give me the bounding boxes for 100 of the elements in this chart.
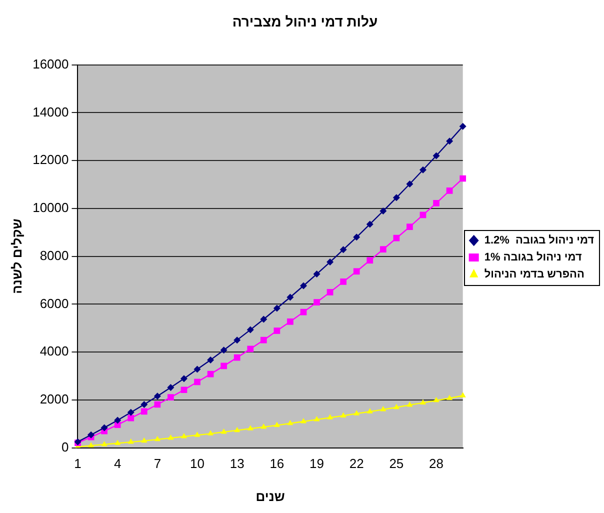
point xyxy=(380,208,387,215)
y-tick-label: 8000 xyxy=(40,248,69,263)
point xyxy=(140,400,148,408)
point xyxy=(353,234,360,241)
point xyxy=(380,406,386,412)
point xyxy=(234,354,240,361)
point xyxy=(194,432,200,437)
point xyxy=(260,423,267,429)
point xyxy=(101,440,108,446)
point xyxy=(88,442,94,448)
point xyxy=(246,326,254,334)
point xyxy=(354,410,360,416)
point xyxy=(274,328,280,334)
point xyxy=(366,408,373,414)
point xyxy=(180,375,188,382)
point xyxy=(100,424,108,432)
point xyxy=(406,180,414,188)
point xyxy=(287,420,294,426)
point xyxy=(287,318,294,325)
point xyxy=(420,399,426,405)
point xyxy=(326,289,334,296)
point xyxy=(366,257,374,264)
point xyxy=(460,175,466,182)
point xyxy=(433,396,440,402)
point xyxy=(260,336,267,344)
point xyxy=(274,422,280,428)
x-tick-label: 19 xyxy=(310,456,324,472)
point xyxy=(326,258,334,266)
x-tick-label: 25 xyxy=(389,456,404,472)
point xyxy=(247,346,254,352)
point xyxy=(300,282,307,290)
legend-label: דמי ניהול בגובה 1% xyxy=(484,252,582,264)
point xyxy=(300,418,307,424)
point xyxy=(127,408,134,416)
point xyxy=(393,234,400,242)
point xyxy=(234,336,241,344)
point xyxy=(314,416,320,422)
x-tick-label: 13 xyxy=(230,456,244,472)
x-tick-label: 22 xyxy=(349,456,364,472)
y-tick-label: 2000 xyxy=(40,392,69,407)
point xyxy=(180,386,188,394)
point xyxy=(168,434,174,440)
point xyxy=(459,122,466,130)
point xyxy=(154,436,160,442)
point xyxy=(88,431,95,438)
point xyxy=(433,200,440,206)
chart-title: עלות דמי ניהול מצבירה xyxy=(232,13,378,30)
point xyxy=(340,246,347,254)
point xyxy=(154,392,161,400)
point xyxy=(406,224,413,230)
point xyxy=(300,308,307,316)
point xyxy=(154,401,161,408)
y-tick-label: 10000 xyxy=(32,200,69,216)
point xyxy=(167,384,174,391)
y-tick-label: 4000 xyxy=(40,344,69,359)
point xyxy=(273,304,280,312)
point xyxy=(220,346,228,354)
point xyxy=(460,392,466,398)
x-tick-label: 10 xyxy=(190,456,204,472)
point xyxy=(194,378,200,386)
x-tick-label: 4 xyxy=(114,456,122,472)
point xyxy=(420,212,426,218)
point xyxy=(313,270,320,278)
point xyxy=(220,428,227,434)
x-tick-label: 16 xyxy=(270,456,284,472)
point xyxy=(128,438,134,444)
point xyxy=(393,404,400,410)
point xyxy=(446,138,454,145)
x-tick-label: 7 xyxy=(154,456,162,472)
point xyxy=(207,356,214,364)
point xyxy=(366,220,374,228)
point xyxy=(141,437,148,443)
point xyxy=(340,278,347,285)
point xyxy=(380,246,386,253)
point xyxy=(260,316,268,323)
y-tick-label: 0 xyxy=(62,439,69,454)
point xyxy=(180,433,188,438)
point xyxy=(208,430,214,436)
y-tick-label: 12000 xyxy=(32,152,69,168)
point xyxy=(128,414,134,422)
y-tick-label: 16000 xyxy=(32,56,69,72)
legend-label: ההפרש בדמי הניהול xyxy=(484,268,584,281)
point xyxy=(406,401,413,407)
point xyxy=(327,414,334,420)
point xyxy=(432,152,440,160)
point xyxy=(446,188,453,194)
x-tick-label: 28 xyxy=(429,456,444,472)
legend-label: דמי ניהול בגובה 1.2% xyxy=(484,234,595,247)
point xyxy=(353,268,360,275)
point xyxy=(114,440,121,445)
x-axis-title: שנים xyxy=(256,488,285,504)
y-tick-label: 6000 xyxy=(40,296,69,311)
point xyxy=(314,299,320,306)
point xyxy=(207,370,214,378)
x-tick-label: 1 xyxy=(74,456,82,472)
y-tick-label: 14000 xyxy=(32,104,69,120)
point xyxy=(340,412,346,418)
point xyxy=(140,408,148,415)
point xyxy=(234,426,240,432)
point xyxy=(286,294,294,301)
